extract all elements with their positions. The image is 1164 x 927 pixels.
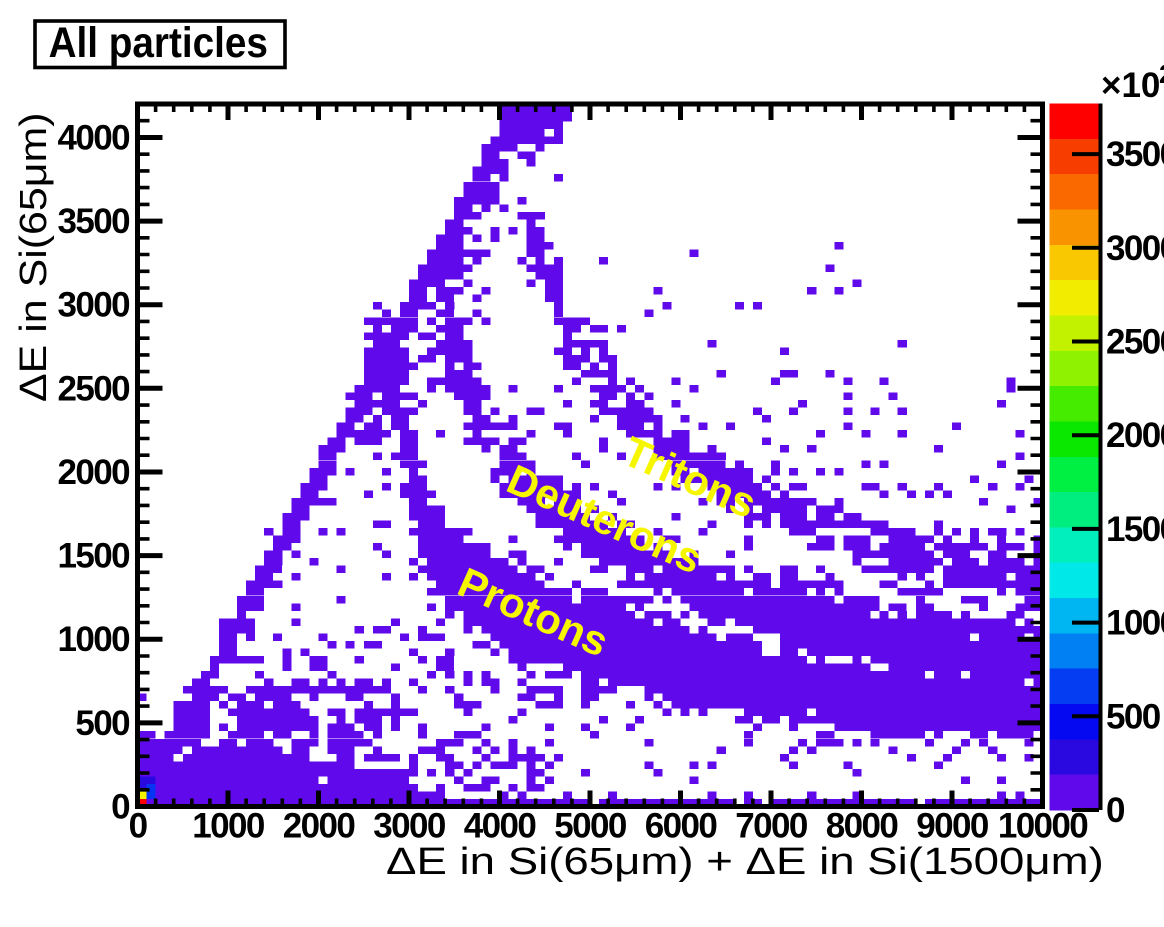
svg-text:10000: 10000: [998, 807, 1088, 846]
svg-text:×10: ×10: [1101, 66, 1160, 105]
svg-text:500: 500: [75, 704, 130, 743]
svg-text:3000: 3000: [373, 807, 446, 846]
svg-text:4000: 4000: [464, 807, 537, 846]
svg-text:1000: 1000: [192, 807, 265, 846]
svg-text:1000: 1000: [1106, 604, 1164, 643]
svg-text:1500: 1500: [58, 537, 131, 576]
svg-text:8000: 8000: [826, 807, 899, 846]
svg-text:4000: 4000: [58, 119, 131, 158]
svg-text:ΔE in Si(65μm) + ΔE in Si(1500: ΔE in Si(65μm) + ΔE in Si(1500μm): [386, 840, 1104, 883]
svg-text:0: 0: [111, 788, 130, 827]
svg-text:2500: 2500: [1106, 323, 1164, 362]
svg-text:3000: 3000: [1106, 229, 1164, 268]
svg-text:9000: 9000: [916, 807, 989, 846]
svg-text:2000: 2000: [283, 807, 356, 846]
svg-text:5000: 5000: [554, 807, 627, 846]
svg-text:All particles: All particles: [49, 18, 268, 66]
svg-text:2000: 2000: [1106, 416, 1164, 455]
svg-text:3000: 3000: [58, 286, 131, 325]
svg-text:1500: 1500: [1106, 510, 1164, 549]
svg-text:2: 2: [1159, 59, 1164, 89]
svg-text:0: 0: [129, 807, 148, 846]
svg-text:ΔE in Si(65μm): ΔE in Si(65μm): [11, 112, 54, 402]
svg-text:6000: 6000: [645, 807, 718, 846]
svg-text:500: 500: [1106, 697, 1161, 736]
svg-text:1000: 1000: [58, 620, 131, 659]
svg-text:3500: 3500: [1106, 135, 1164, 174]
svg-text:0: 0: [1106, 791, 1125, 830]
svg-text:2500: 2500: [58, 369, 131, 408]
svg-text:7000: 7000: [735, 807, 808, 846]
svg-text:2000: 2000: [58, 453, 131, 492]
svg-text:3500: 3500: [58, 202, 131, 241]
